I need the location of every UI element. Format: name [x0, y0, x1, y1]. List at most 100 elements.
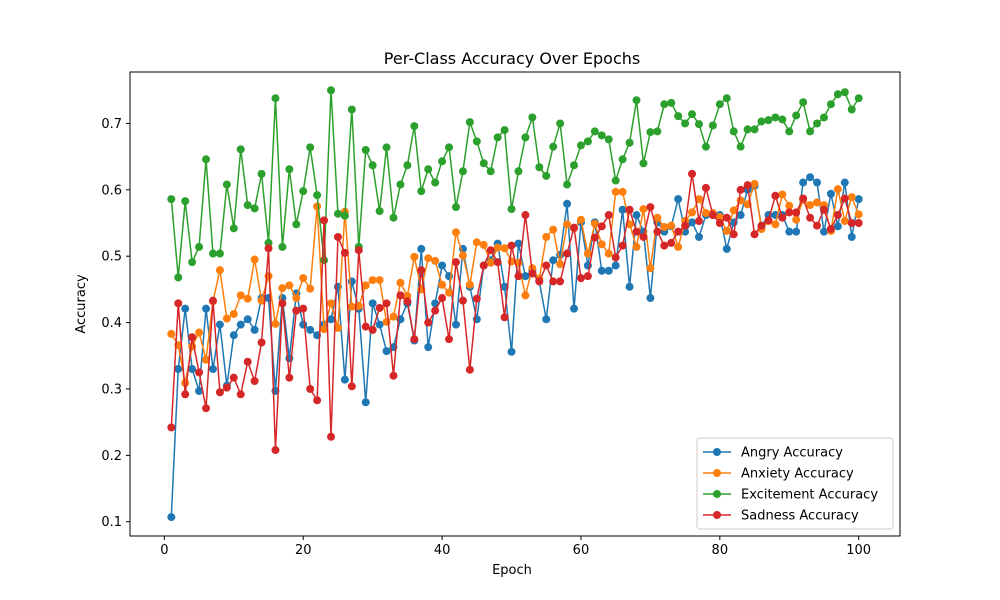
data-point	[195, 328, 204, 337]
data-point	[500, 282, 509, 291]
data-point	[465, 280, 474, 289]
data-point	[438, 261, 447, 270]
data-point	[604, 266, 613, 275]
data-point	[528, 269, 537, 278]
y-axis-label: Accuracy	[74, 274, 89, 334]
data-point	[333, 232, 342, 241]
data-point	[646, 203, 655, 212]
data-point	[556, 119, 565, 128]
x-tick-label: 0	[160, 543, 168, 558]
data-point	[243, 201, 252, 210]
data-point	[500, 313, 509, 322]
data-point	[639, 232, 648, 241]
data-point	[722, 226, 731, 235]
data-point	[424, 343, 433, 352]
data-point	[250, 255, 259, 264]
y-tick-label: 0.2	[101, 449, 122, 464]
legend-entry: Anxiety Accuracy	[703, 467, 854, 482]
data-point	[458, 167, 467, 176]
legend-label: Angry Accuracy	[741, 446, 843, 461]
data-point	[451, 228, 460, 237]
data-point	[681, 221, 690, 230]
data-point	[396, 278, 405, 287]
data-point	[382, 143, 391, 152]
data-point	[674, 227, 683, 236]
data-point	[535, 163, 544, 172]
series-line-sadness-accuracy	[170, 173, 859, 451]
data-point	[458, 296, 467, 305]
legend-box	[696, 437, 894, 530]
data-point	[500, 126, 509, 135]
data-point	[611, 253, 620, 262]
data-point	[195, 368, 204, 377]
data-point	[840, 88, 849, 97]
data-point	[674, 112, 683, 121]
data-point	[368, 276, 377, 285]
data-point	[320, 256, 329, 265]
data-point	[799, 178, 808, 187]
data-point	[250, 377, 259, 385]
data-point	[340, 248, 349, 257]
data-point	[202, 155, 211, 164]
data-point	[486, 167, 495, 176]
data-point	[715, 219, 724, 228]
data-point	[722, 213, 731, 222]
legend-marker	[713, 511, 721, 519]
data-point	[208, 249, 217, 258]
data-point	[674, 195, 683, 204]
data-point	[208, 296, 217, 305]
data-point	[458, 251, 467, 260]
legend-marker	[713, 448, 721, 456]
data-point	[403, 161, 412, 170]
data-point	[215, 388, 224, 397]
data-point	[257, 338, 266, 347]
data-point	[333, 323, 342, 332]
data-point	[285, 373, 294, 382]
data-point	[361, 146, 370, 154]
data-point	[625, 282, 634, 291]
data-point	[660, 241, 669, 250]
data-point	[195, 242, 204, 251]
data-point	[840, 194, 849, 203]
data-point	[681, 119, 690, 128]
data-point	[667, 98, 676, 107]
data-point	[167, 329, 176, 338]
data-point	[493, 243, 502, 252]
data-point	[208, 365, 217, 374]
data-point	[833, 211, 842, 220]
data-point	[479, 261, 488, 270]
data-point	[167, 423, 176, 432]
data-point	[736, 211, 745, 220]
data-point	[479, 159, 488, 168]
data-point	[660, 100, 669, 109]
data-point	[181, 197, 190, 206]
data-point	[604, 211, 613, 220]
data-point	[264, 244, 273, 253]
data-point	[382, 299, 391, 308]
data-point	[431, 306, 440, 315]
data-point	[542, 315, 551, 324]
data-point	[639, 205, 648, 214]
data-point	[236, 320, 245, 329]
data-point	[507, 205, 516, 214]
data-point	[292, 294, 301, 303]
data-point	[174, 273, 183, 282]
data-point	[285, 165, 294, 174]
data-point	[639, 159, 648, 168]
data-point	[313, 191, 322, 200]
data-point	[646, 264, 655, 273]
data-point	[618, 205, 627, 214]
data-point	[507, 347, 516, 356]
data-point	[271, 94, 280, 103]
x-tick-label: 60	[573, 543, 590, 558]
data-point	[854, 210, 863, 219]
data-point	[570, 161, 579, 170]
data-point	[694, 120, 703, 129]
data-point	[299, 187, 308, 196]
data-point	[736, 185, 745, 194]
data-point	[764, 216, 773, 225]
data-point	[597, 240, 606, 249]
data-point	[646, 128, 655, 137]
data-point	[806, 201, 815, 210]
data-point	[542, 232, 551, 241]
